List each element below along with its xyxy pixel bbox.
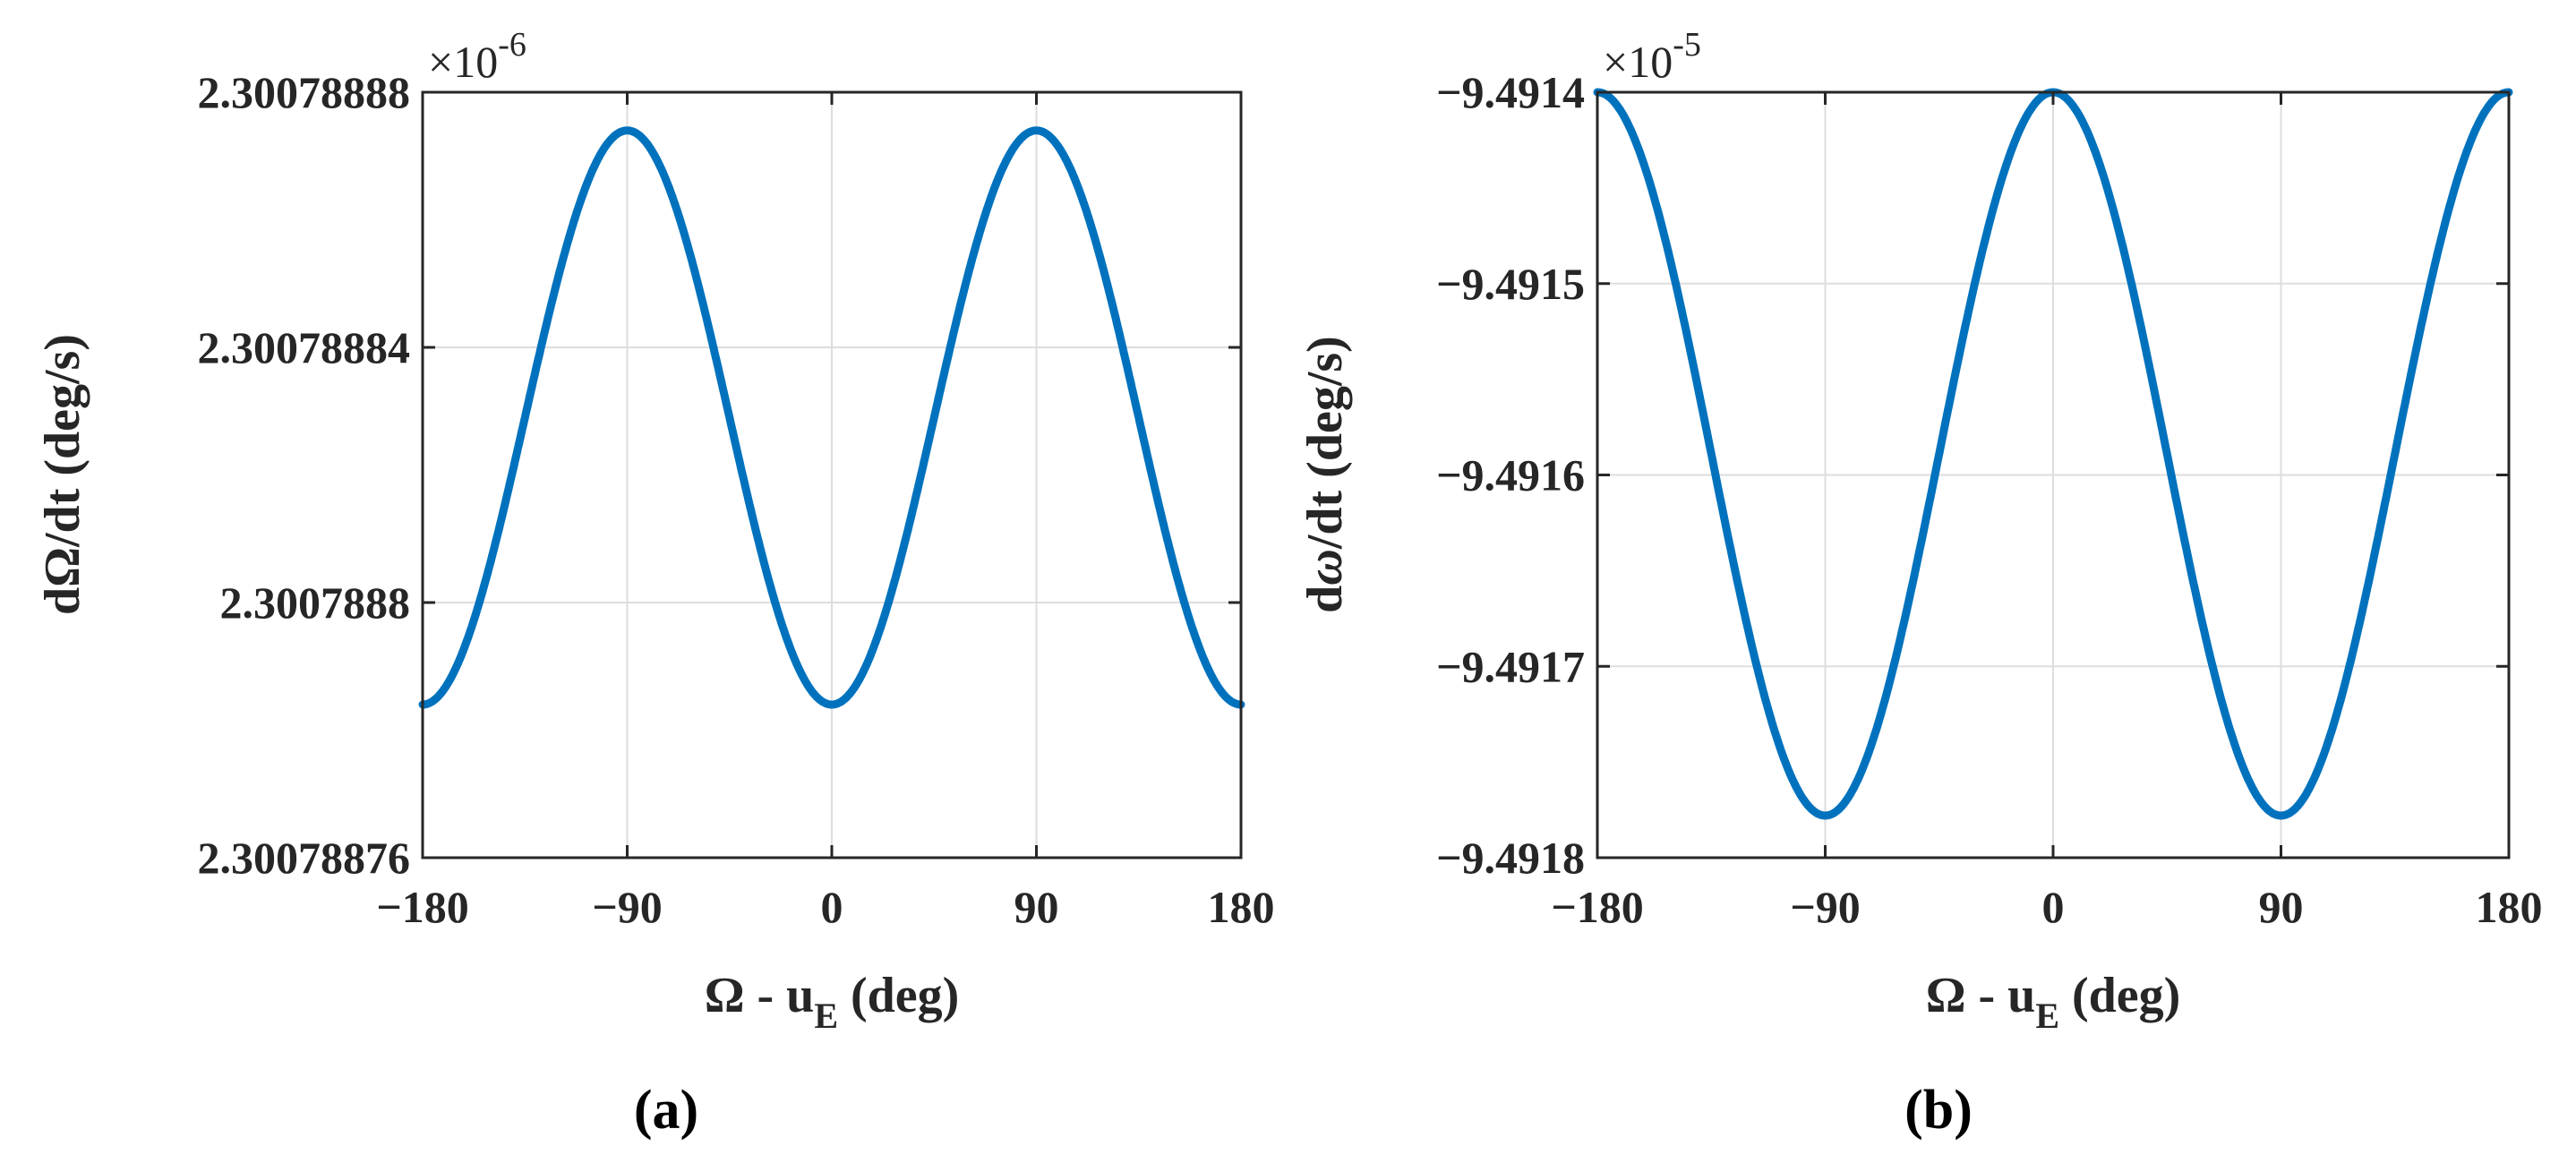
x-axis-label-main-b: Ω - u [1926,968,2036,1023]
y-tick-label: 2.30078888 [198,67,411,117]
panel-label-b: (b) [1904,1080,1973,1141]
y-tick-label: −9.4917 [1436,641,1585,691]
chart-panel-b: −180 −90 0 90 180 −9.4918 −9.4917 −9.4916 −9.491… [1297,26,2543,1141]
y-exponent-a: ×10-6 [428,26,526,87]
x-tick-label: 180 [1208,882,1275,932]
panel-label-a: (a) [634,1080,698,1141]
x-tick-label: 90 [2259,882,2304,932]
y-exponent-base-b: ×10 [1603,37,1673,87]
x-axis-label-b: Ω - uE (deg) [1926,968,2181,1036]
x-tick-label: 0 [821,882,843,932]
ticks-a: −180 −90 0 90 180 2.30078876 2.3007888 2.300788… [198,67,1275,932]
y-tick-label: −9.4914 [1436,67,1585,117]
y-axis-label-prefix-b: d [1297,586,1353,613]
x-tick-label: −180 [1551,882,1644,932]
grid-a [423,92,1241,858]
y-axis-label-symbol-b: ω [1297,549,1353,586]
y-tick-label: −9.4915 [1436,259,1585,309]
y-tick-label: −9.4916 [1436,450,1585,500]
chart-panel-a: −180 −90 0 90 180 2.30078876 2.3007888 2.300788… [35,26,1275,1141]
ticks-b: −180 −90 0 90 180 −9.4918 −9.4917 −9.4916 −9.491… [1436,67,2543,932]
x-tick-label: 90 [1014,882,1059,932]
y-exponent-base-a: ×10 [428,37,498,87]
x-tick-label: 180 [2476,882,2543,932]
y-exponent-b: ×10-5 [1603,26,1701,87]
x-axis-label-sub-b: E [2035,996,2059,1036]
y-axis-label-b: dω/dt (deg/s) [1297,336,1353,613]
y-axis-label-suffix-b: /dt (deg/s) [1297,336,1353,550]
y-tick-label: 2.3007888 [220,577,411,628]
grid-b [1597,92,2509,858]
data-line-a [418,126,1245,709]
y-axis-label-a: dΩ/dt (deg/s) [35,334,90,615]
x-axis-label-tail-a: (deg) [838,968,959,1023]
y-exponent-power-a: -6 [498,26,526,64]
y-tick-label: 2.30078876 [198,833,411,883]
x-tick-label: −90 [1790,882,1861,932]
x-tick-label: −90 [592,882,663,932]
x-axis-label-a: Ω - uE (deg) [705,968,960,1036]
x-tick-label: 0 [2042,882,2065,932]
y-tick-label: −9.4918 [1436,833,1585,883]
x-axis-label-sub-a: E [814,996,838,1036]
x-axis-label-tail-b: (deg) [2059,968,2180,1023]
x-axis-label-main-a: Ω - u [705,968,815,1023]
y-exponent-power-b: -5 [1673,26,1701,64]
x-tick-label: −180 [376,882,469,932]
y-tick-label: 2.30078884 [198,322,411,372]
